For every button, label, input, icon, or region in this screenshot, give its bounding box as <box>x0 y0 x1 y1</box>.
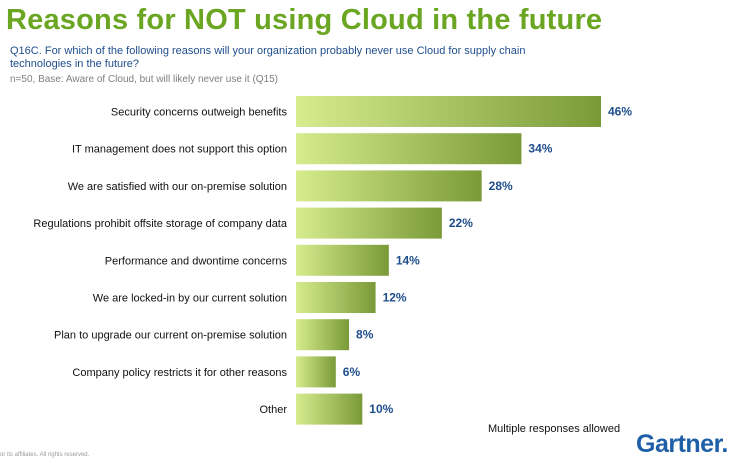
bars-group: Security concerns outweigh benefits 46% IT… <box>33 96 632 425</box>
bar-company-policy-restricts-it-for-other-reasons <box>296 356 336 388</box>
sample-base: n=50, Base: Aware of Cloud, but will lik… <box>10 74 279 85</box>
value-label-performance-and-dwontime-concerns: 14% <box>396 253 420 267</box>
value-label-we-are-locked-in-by-our-current-solution: 12% <box>383 291 407 305</box>
category-label-performance-and-dwontime-concerns: Performance and dwontime concerns <box>105 255 288 267</box>
bar-we-are-locked-in-by-our-current-solution <box>296 282 376 313</box>
value-label-we-are-satisfied-with-our-on-premise-solution: 28% <box>489 179 513 193</box>
value-label-other: 10% <box>369 402 393 416</box>
category-label-we-are-locked-in-by-our-current-solution: We are locked-in by our current solution <box>93 293 287 305</box>
category-label-other: Other <box>259 404 287 416</box>
category-label-security-concerns-outweigh-benefits: Security concerns outweigh benefits <box>111 107 288 119</box>
bar-plan-to-upgrade-our-current-on-premise-solution <box>296 319 350 351</box>
multiple-responses-note: Multiple responses allowed <box>488 423 621 435</box>
survey-question: Q16C. For which of the following reasons… <box>10 45 526 70</box>
category-label-it-management-does-not-support-this-option: IT management does not support this opti… <box>72 144 287 156</box>
value-label-it-management-does-not-support-this-option: 34% <box>528 142 552 156</box>
category-label-plan-to-upgrade-our-current-on-premise-solution: Plan to upgrade our current on-premise s… <box>54 330 287 342</box>
bar-it-management-does-not-support-this-option <box>296 133 522 165</box>
bar-we-are-satisfied-with-our-on-premise-solution <box>296 170 482 202</box>
copyright-text: or its affiliates. All rights reserved. <box>0 452 90 458</box>
bar-regulations-prohibit-offsite-storage-of-company-data <box>296 207 442 239</box>
bar-security-concerns-outweigh-benefits <box>296 96 601 127</box>
category-label-regulations-prohibit-offsite-storage-of-company-data: Regulations prohibit offsite storage of … <box>33 218 287 230</box>
category-label-company-policy-restricts-it-for-other-reasons: Company policy restricts it for other re… <box>72 367 287 379</box>
value-label-company-policy-restricts-it-for-other-reasons: 6% <box>343 365 361 379</box>
bar-other <box>296 393 363 425</box>
bar-performance-and-dwontime-concerns <box>296 244 389 276</box>
chart-title: Reasons for NOT using Cloud in the futur… <box>6 4 603 36</box>
value-label-plan-to-upgrade-our-current-on-premise-solution: 8% <box>356 328 374 342</box>
gartner-logo: Gartner. <box>636 430 728 458</box>
value-label-security-concerns-outweigh-benefits: 46% <box>608 105 632 119</box>
category-label-we-are-satisfied-with-our-on-premise-solution: We are satisfied with our on-premise sol… <box>68 181 287 193</box>
value-label-regulations-prohibit-offsite-storage-of-company-data: 22% <box>449 216 473 230</box>
